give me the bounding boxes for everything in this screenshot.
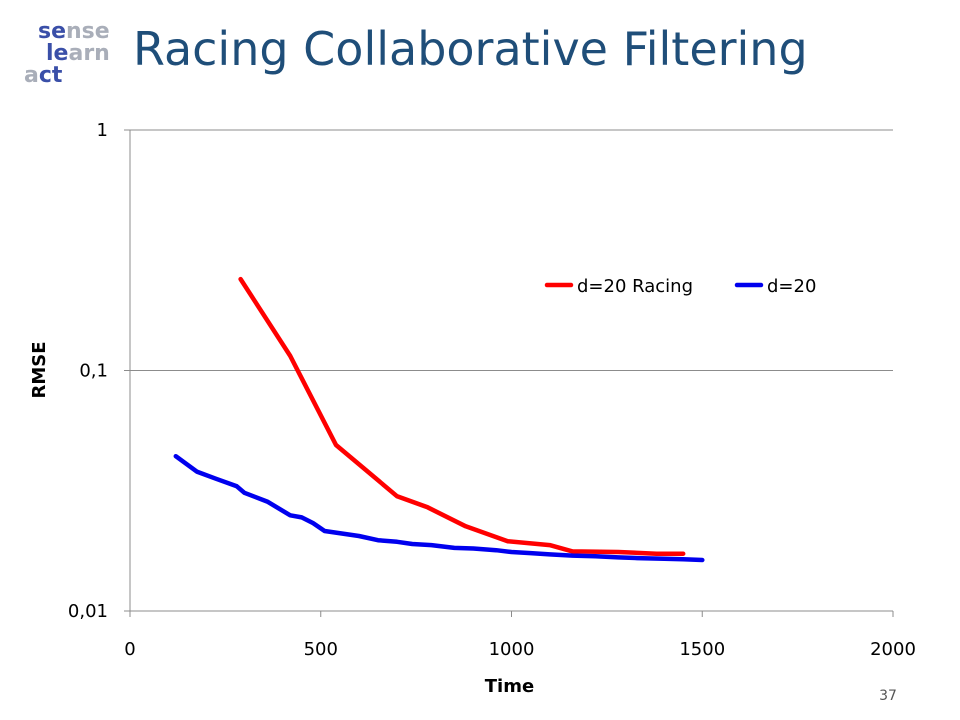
series-line-d20-racing [238, 276, 686, 556]
page-number: 37 [879, 688, 897, 704]
x-tick-label: 1000 [489, 639, 535, 660]
series-line-d20 [173, 453, 705, 563]
logo-line-act: act [24, 63, 63, 86]
logo-part-a: a [24, 63, 39, 86]
logo-part-arn: arn [68, 41, 109, 66]
y-tick-label: 0,1 [79, 361, 108, 382]
y-tick-label: 1 [97, 120, 108, 141]
slide-title: Racing Collaborative Filtering [133, 22, 808, 76]
y-axis-title: RMSE [29, 341, 50, 398]
x-tick-label: 2000 [870, 639, 916, 660]
legend-label: d=20 [767, 276, 816, 297]
sense-learn-act-logo: sense learn act [24, 19, 110, 86]
logo-line-sense: sense [38, 19, 110, 44]
legend-label: d=20 Racing [577, 276, 693, 297]
logo-part-ct: ct [39, 63, 63, 86]
gridlines [130, 129, 893, 612]
x-tick-label: 0 [124, 639, 135, 660]
logo-line-learn: learn [46, 41, 110, 66]
x-tick-label: 500 [304, 639, 338, 660]
y-tick-label: 0,01 [68, 601, 108, 622]
x-axis-title: Time [485, 676, 534, 697]
logo-part-se: se [38, 19, 66, 44]
axes [124, 129, 894, 617]
logo-part-le: le [46, 41, 68, 66]
series-lines [173, 276, 705, 563]
logo-part-nse: nse [66, 19, 110, 44]
tick-labels: 1 0,1 0,01 0 500 1000 1500 2000 [68, 120, 916, 660]
legend: d=20 Racing d=20 [544, 276, 816, 297]
x-tick-label: 1500 [679, 639, 725, 660]
